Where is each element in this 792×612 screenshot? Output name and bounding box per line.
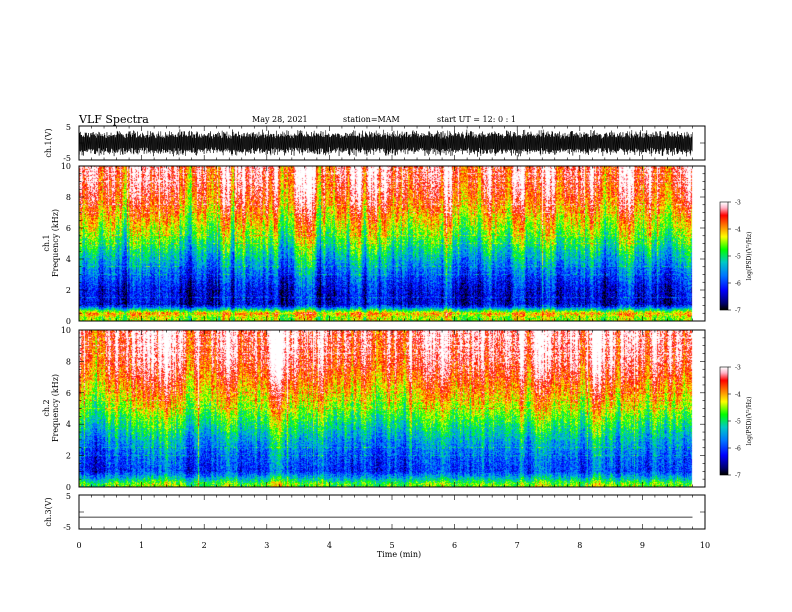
colorbar-tick-label: -6 [735,446,741,453]
colorbar-tick-label: -3 [735,365,741,372]
y-tick-label: 10 [61,162,71,171]
ch1-colorbar [720,202,728,310]
station-label: station=MAM [343,115,400,124]
ch3-waveform-ticks [78,494,706,530]
time-axis-label: Time (min) [377,550,421,559]
ch1-colorbar-label: log(PSD)(V²/Hz) [746,232,753,281]
y-tick-label: 0 [66,483,71,492]
colorbar-tick-label: -3 [735,200,741,207]
ch2-spectrogram-ytick-labels: 0 2 4 6 8 10 [61,326,71,492]
ch2-colorbar-ticks: -3 -4 -5 -6 -7 [728,365,741,480]
x-tick-label: 3 [264,541,269,550]
x-tick-label: 7 [515,541,520,550]
colorbar-tick-label: -4 [735,392,741,399]
colorbar-tick-label: -7 [735,308,741,315]
x-tick-label: 1 [139,541,144,550]
colorbar-tick-label: -4 [735,227,741,234]
ch2-spectrogram-image [79,330,705,487]
ch2-colorbar-label: log(PSD)(V²/Hz) [746,397,753,446]
ch1-spectrogram-image [79,166,705,321]
y-tick-label: 4 [66,420,71,429]
y-tick-label: 0 [66,317,71,326]
ch1-waveform-panel: 5 -5 ch.1(V) [44,123,706,163]
date-label: May 28, 2021 [252,115,308,124]
y-tick-label: 10 [61,326,71,335]
ch3-ytick-top: 5 [66,492,71,501]
ch1-ytick-top: 5 [66,123,71,132]
start-time-label: start UT = 12: 0 : 1 [437,115,516,124]
ch1-waveform-ylabel: ch.1(V) [44,128,53,157]
x-tick-label: 8 [577,541,582,550]
ch2-colorbar [720,367,728,475]
ch1-ytick-bottom: -5 [63,154,71,163]
x-tick-label: 5 [389,541,394,550]
ch3-ytick-bottom: -5 [63,523,71,532]
ch1-waveform-ticks [78,125,706,161]
colorbar-tick-label: -6 [735,281,741,288]
ch2-spectrogram-ylabel-frequency: Frequency (kHz) [51,374,60,442]
y-tick-label: 2 [66,286,71,295]
x-tick-label: 2 [202,541,207,550]
y-tick-label: 6 [66,389,71,398]
colorbar-tick-label: -5 [735,254,741,261]
x-tick-label: 0 [76,541,81,550]
y-tick-label: 2 [66,452,71,461]
ch1-colorbar-ticks: -3 -4 -5 -6 -7 [728,200,741,315]
ch1-spectrogram-ylabel-channel: ch.1 [42,234,51,251]
ch2-spectrogram-ylabel-channel: ch.2 [42,399,51,416]
y-tick-label: 8 [66,357,71,366]
figure-title: VLF Spectra [78,113,149,126]
ch1-spectrogram-ytick-labels: 0 2 4 6 8 10 [61,162,71,326]
ch1-waveform-trace [78,129,693,157]
ch3-waveform-ylabel: ch.3(V) [44,497,53,526]
ch1-spectrogram-ylabel-frequency: Frequency (kHz) [51,209,60,277]
ch1-waveform-line [78,129,693,157]
time-axis-tick-labels: 0 1 2 3 4 5 6 7 8 9 10 [76,541,710,550]
x-tick-label: 6 [452,541,457,550]
ch3-waveform-frame [78,494,706,530]
ch1-spectrogram-ticks [78,165,706,322]
ch2-spectrogram-ticks [78,329,706,488]
y-tick-label: 4 [66,255,71,264]
colorbar-tick-label: -7 [735,473,741,480]
colorbar-tick-label: -5 [735,419,741,426]
y-tick-label: 6 [66,224,71,233]
y-tick-label: 8 [66,193,71,202]
ch3-waveform-panel: 5 -5 ch.3(V) 0 1 2 3 4 5 6 7 8 9 10 Time (min) [44,492,710,559]
x-tick-label: 10 [700,541,710,550]
x-tick-label: 9 [640,541,645,550]
x-tick-label: 4 [327,541,332,550]
